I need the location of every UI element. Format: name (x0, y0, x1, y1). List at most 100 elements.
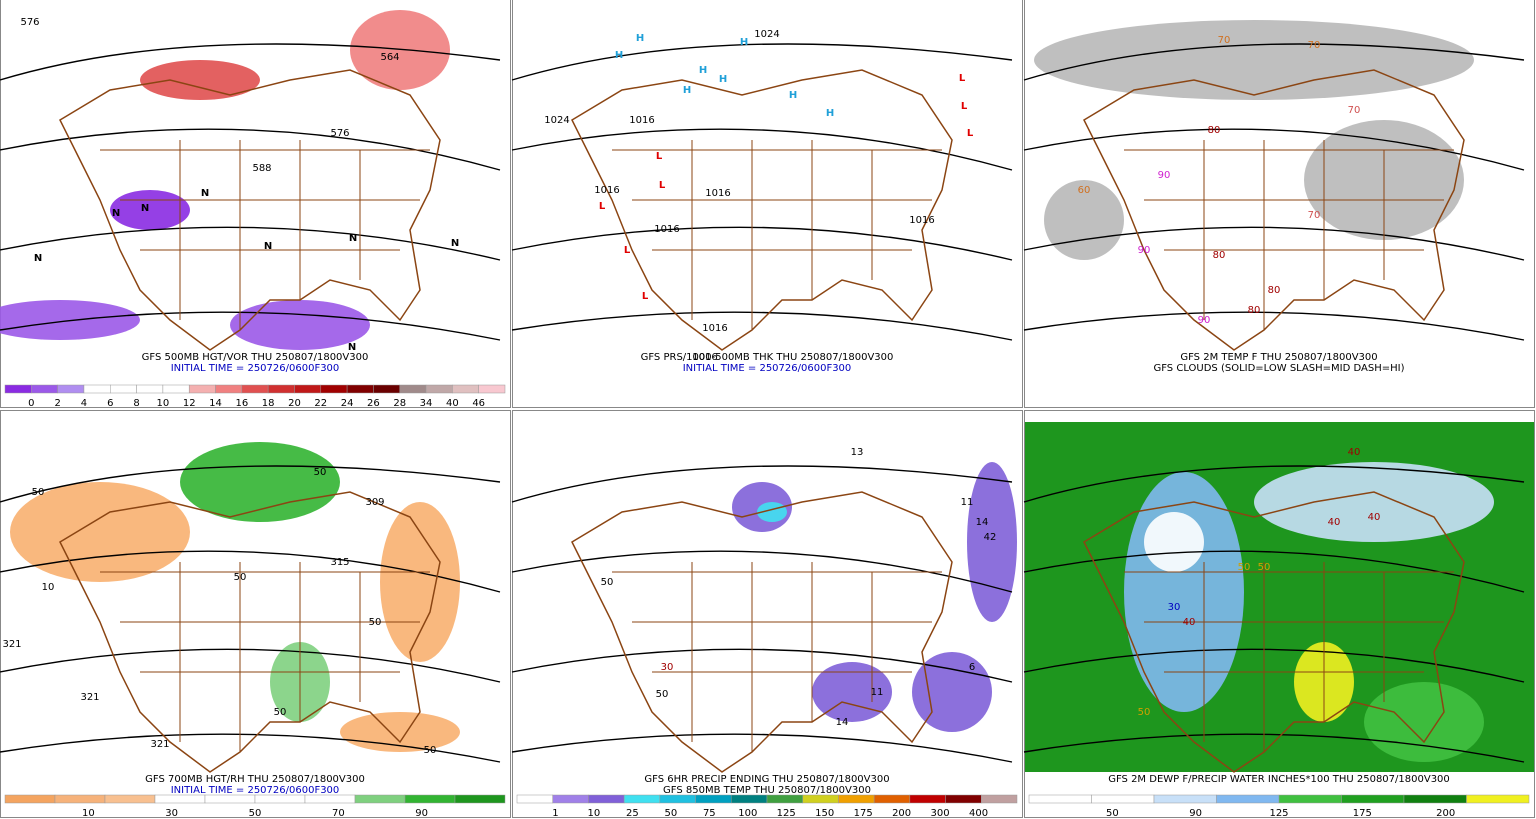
shaded-area (1364, 682, 1484, 762)
colorbar-swatch (838, 794, 875, 804)
contour-line (0, 311, 501, 341)
coastline (1083, 491, 1465, 773)
colorbar-swatch (136, 384, 164, 394)
caption: INITIAL TIME = 250726/0600F300 (683, 363, 852, 374)
coastline (59, 69, 441, 351)
map-label: L (656, 151, 663, 162)
map-label: L (659, 180, 666, 191)
colorbar-label: 175 (854, 808, 873, 819)
colorbar-label: 18 (262, 398, 275, 409)
map-label: 14 (976, 517, 989, 528)
colorbar-label: 10 (82, 808, 95, 819)
map-label: L (642, 291, 649, 302)
colorbar-swatch (154, 794, 206, 804)
colorbar-swatch (695, 794, 732, 804)
shaded-area (140, 60, 260, 100)
contour-line (511, 43, 1013, 81)
map-label: N (264, 241, 272, 252)
map-label: H (683, 85, 691, 96)
map-label: 315 (330, 557, 349, 568)
coastline (571, 69, 953, 351)
contour-line (1023, 226, 1525, 261)
colorbar-label: 125 (1269, 808, 1288, 819)
contour-line (511, 311, 1013, 341)
colorbar-label: 8 (133, 398, 139, 409)
colorbar-label: 4 (81, 398, 87, 409)
map-label: 50 (32, 487, 45, 498)
map-label: 30 (1168, 602, 1181, 613)
caption: GFS 6HR PRECIP ENDING THU 250807/1800V30… (644, 774, 889, 785)
contour-line (1023, 311, 1525, 341)
colorbar-swatch (623, 794, 661, 804)
map-label: 40 (1348, 447, 1361, 458)
state-borders (612, 140, 942, 330)
colorbar-label: 100 (738, 808, 757, 819)
colorbar-label: 24 (341, 398, 354, 409)
colorbar-swatch (1091, 794, 1155, 804)
shaded-area (967, 462, 1017, 622)
colorbar-swatch (766, 794, 803, 804)
colorbar-label: 50 (249, 808, 262, 819)
contour-line (511, 648, 1013, 683)
colorbar-swatch (452, 384, 479, 394)
caption: GFS 2M TEMP F THU 250807/1800V300 (1180, 352, 1377, 363)
colorbar-swatch (516, 794, 553, 804)
caption: GFS 700MB HGT/RH THU 250807/1800V300 (145, 774, 365, 785)
map-label: 40 (1183, 617, 1196, 628)
colorbar-label: 75 (703, 808, 716, 819)
map-label: 80 (1208, 125, 1221, 136)
colorbar-swatch (241, 384, 269, 394)
map-label: 1016 (629, 115, 654, 126)
map-label: 321 (150, 739, 169, 750)
colorbar-swatch (354, 794, 406, 804)
colorbar-swatch (4, 384, 32, 394)
map-label: L (624, 245, 631, 256)
map-label: 50 (234, 572, 247, 583)
map-label: 1016 (705, 188, 730, 199)
map-label: 11 (871, 687, 884, 698)
map-label: 50 (274, 707, 287, 718)
map-label: H (789, 90, 797, 101)
contour-line (511, 733, 1013, 763)
colorbar-label: 90 (1189, 808, 1202, 819)
colorbar-label: 200 (892, 808, 911, 819)
colorbar-swatch (1341, 794, 1405, 804)
map-label: N (141, 203, 149, 214)
colorbar-swatch (294, 384, 322, 394)
shaded-area (380, 502, 460, 662)
map-label: H (636, 33, 644, 44)
contour-line (0, 733, 501, 763)
map-label: 564 (380, 52, 399, 63)
colorbar-swatch (454, 794, 506, 804)
colorbar-label: 26 (367, 398, 380, 409)
colorbar-swatch (1153, 794, 1217, 804)
colorbar-label: 1 (552, 808, 558, 819)
colorbar-swatch (731, 794, 768, 804)
panel: 50 50 10 50 309 315 321 50 321 50 321 50 GFS 700MB H… (0, 410, 511, 819)
colorbar-swatch (659, 794, 696, 804)
colorbar-swatch (425, 384, 453, 394)
colorbar-swatch (802, 794, 839, 804)
map-label: H (719, 74, 727, 85)
caption: GFS 2M DEWP F/PRECIP WATER INCHES*100 TH… (1108, 774, 1450, 785)
colorbar-label: 90 (415, 808, 428, 819)
caption: GFS PRS/1000-500MB THK THU 250807/1800V3… (641, 352, 894, 363)
colorbar-swatch (162, 384, 190, 394)
colorbar-label: 2 (54, 398, 60, 409)
shaded-area (1124, 472, 1244, 712)
colorbar-swatch (1028, 794, 1092, 804)
map-label: 30 (661, 662, 674, 673)
colorbar-label: 28 (393, 398, 406, 409)
colorbar-swatch (215, 384, 243, 394)
map-label: 42 (984, 532, 997, 543)
colorbar-label: 34 (420, 398, 433, 409)
state-borders (612, 562, 942, 752)
map-label: L (967, 128, 974, 139)
contour-line (0, 226, 501, 261)
colorbar-label: 6 (107, 398, 113, 409)
map-label: 40 (1368, 512, 1381, 523)
colorbar-swatch (320, 384, 348, 394)
